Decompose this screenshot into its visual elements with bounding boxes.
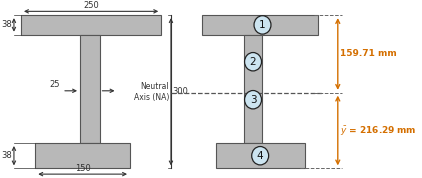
- Bar: [244, 35, 262, 143]
- Bar: [35, 143, 130, 168]
- Circle shape: [254, 16, 271, 34]
- Text: 150: 150: [75, 164, 90, 173]
- Circle shape: [245, 53, 262, 71]
- Circle shape: [245, 90, 262, 109]
- Bar: [202, 15, 318, 35]
- Text: $\bar{y}$ = 216.29 mm: $\bar{y}$ = 216.29 mm: [341, 124, 417, 137]
- Text: 159.71 mm: 159.71 mm: [341, 49, 397, 59]
- Text: 38: 38: [1, 151, 12, 160]
- Bar: [216, 143, 305, 168]
- Text: Neutral
Axis (NA): Neutral Axis (NA): [134, 82, 169, 102]
- Circle shape: [252, 146, 269, 165]
- Text: 300: 300: [173, 87, 189, 96]
- Text: 1: 1: [259, 20, 266, 30]
- Text: 25: 25: [49, 80, 60, 89]
- Text: 38: 38: [1, 20, 12, 29]
- Text: 4: 4: [257, 151, 263, 161]
- Bar: [21, 15, 161, 35]
- Text: 2: 2: [250, 57, 256, 67]
- Text: 250: 250: [83, 1, 99, 10]
- Bar: [80, 35, 100, 143]
- Text: 3: 3: [250, 95, 256, 105]
